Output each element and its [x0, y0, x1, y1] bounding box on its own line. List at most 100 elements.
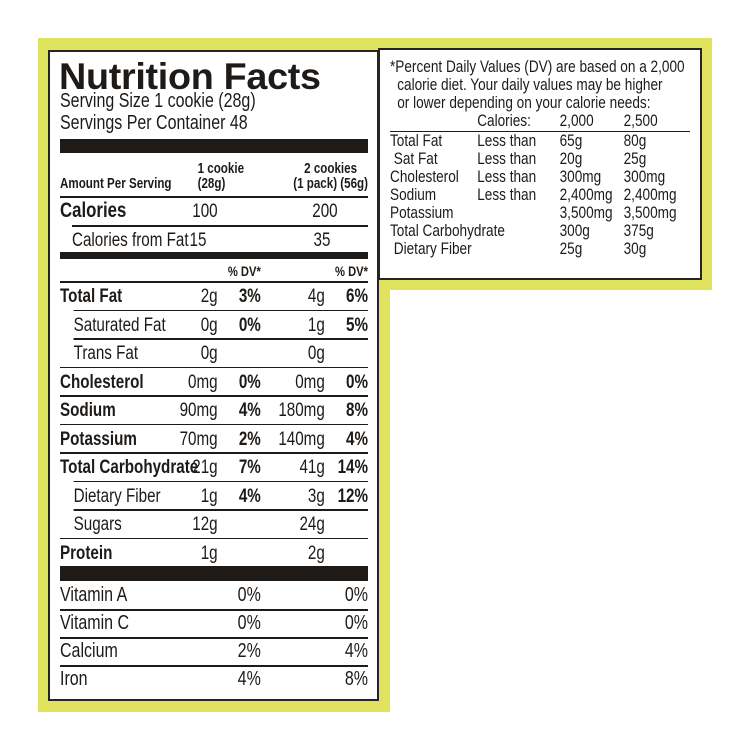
- nutrient-label: Trans Fat: [73, 343, 139, 364]
- nutrient-row: Sugars 12g 24g: [60, 510, 368, 538]
- dv-2500: 2,400mg: [623, 185, 677, 204]
- col2-header: 2 cookies (1 pack) (56g): [293, 162, 368, 192]
- dv-2: 0%: [344, 584, 368, 606]
- amount-2: 0g: [307, 343, 325, 364]
- calories-value-2: 200: [312, 201, 338, 222]
- dv-header-1: % DV*: [227, 263, 261, 279]
- col1-line2: (28g): [197, 176, 226, 192]
- panel-title: Nutrition Facts: [59, 56, 321, 97]
- nutrition-facts-panel: Nutrition Facts Serving Size 1 cookie (2…: [48, 50, 379, 701]
- serving-size: Serving Size 1 cookie (28g): [60, 90, 256, 112]
- footnote-line: or lower depending on your calorie needs…: [397, 93, 651, 112]
- vitamin-label: Vitamin A: [60, 584, 128, 606]
- daily-value-row: Total Carbohydrate 300g 375g: [390, 222, 690, 240]
- divider: [60, 665, 368, 667]
- amount-1: 0g: [200, 343, 218, 364]
- amount-1: 0mg: [188, 371, 218, 393]
- dv-2: 0%: [346, 371, 368, 393]
- dv-2: 4%: [344, 640, 368, 662]
- dv-2: 6%: [346, 286, 368, 307]
- dv-nutrient-label: Total Fat: [390, 131, 443, 150]
- amount-1: 1g: [200, 542, 218, 564]
- daily-value-row: Total Fat Less than 65g 80g: [390, 132, 690, 150]
- nutrient-label: Cholesterol: [60, 371, 144, 393]
- dv-header-2: % DV*: [335, 263, 368, 279]
- nutrient-label: Total Carbohydrate: [60, 457, 199, 478]
- nutrient-row: Total Fat 2g 3% 4g 6%: [60, 282, 368, 310]
- dv-2000: 3,500mg: [559, 203, 613, 222]
- calories-2000: 2,000: [559, 111, 594, 130]
- footnote-line: *Percent Daily Values (DV) are based on …: [390, 57, 685, 76]
- amount-2: 4g: [307, 286, 325, 307]
- dv-2500: 25g: [623, 149, 647, 168]
- calories-label: Calories: [60, 199, 127, 222]
- divider: [60, 637, 368, 639]
- amount-2: 2g: [307, 542, 325, 564]
- divider-bar: [60, 252, 368, 259]
- dv-qualifier: Less than: [477, 167, 537, 186]
- daily-value-row: Potassium 3,500mg 3,500mg: [390, 204, 690, 222]
- vitamin-row: Iron 4% 8%: [60, 665, 368, 693]
- daily-value-row: Cholesterol Less than 300mg 300mg: [390, 168, 690, 186]
- dv-nutrient-label: Dietary Fiber: [390, 239, 472, 258]
- nutrient-label: Dietary Fiber: [73, 485, 161, 507]
- nutrient-row: Total Carbohydrate 21g 7% 41g 14%: [60, 453, 368, 481]
- calories-row: Calories 100 200: [60, 197, 368, 225]
- vitamin-label: Iron: [60, 668, 88, 690]
- dv-1: 4%: [238, 400, 261, 421]
- amount-2: 140mg: [278, 428, 325, 450]
- dv-1: 0%: [237, 584, 261, 606]
- dv-2500: 30g: [623, 239, 647, 258]
- nutrient-label: Protein: [60, 542, 113, 564]
- col1-line1: 1 cookie: [197, 161, 245, 177]
- col2-line2: (1 pack) (56g): [293, 176, 368, 192]
- amount-1: 70mg: [179, 428, 218, 450]
- column-header: Amount Per Serving 1 cookie (28g) 2 cooki…: [60, 160, 368, 196]
- col1-header: 1 cookie (28g): [198, 162, 244, 192]
- nutrient-label: Total Fat: [60, 286, 123, 307]
- dv-2000: 2,400mg: [559, 185, 613, 204]
- footnote-line: calorie diet. Your daily values may be h…: [397, 75, 663, 94]
- dv-nutrient-label: Sat Fat: [390, 149, 438, 168]
- dv-nutrient-label: Total Carbohydrate: [390, 221, 505, 240]
- nutrient-label: Saturated Fat: [73, 314, 166, 336]
- dv-qualifier: Less than: [477, 149, 537, 168]
- dv-1: 4%: [238, 485, 261, 507]
- daily-values-footnote-panel: *Percent Daily Values (DV) are based on …: [378, 48, 702, 280]
- nutrient-row: Sodium 90mg 4% 180mg 8%: [60, 396, 368, 424]
- dv-1: 4%: [237, 668, 261, 690]
- dv-1: 3%: [238, 286, 261, 307]
- amount-2: 41g: [299, 457, 325, 478]
- vitamin-label: Calcium: [60, 640, 118, 662]
- dv-nutrient-label: Potassium: [390, 203, 454, 222]
- divider: [72, 225, 368, 227]
- dv-2500: 375g: [623, 221, 654, 240]
- calories-header-row: Calories: 2,000 2,500: [390, 112, 690, 132]
- dv-2500: 300mg: [623, 167, 666, 186]
- dv-qualifier: Less than: [477, 131, 537, 150]
- dv-1: 7%: [238, 457, 261, 478]
- dv-2500: 80g: [623, 131, 647, 150]
- calories-from-fat-value-1: 15: [189, 230, 207, 251]
- amount-1: 21g: [192, 457, 218, 478]
- divider: [60, 423, 368, 425]
- calories-2500: 2,500: [623, 111, 658, 130]
- divider: [73, 480, 368, 482]
- footnote-text: *Percent Daily Values (DV) are based on …: [390, 58, 690, 112]
- amount-1: 12g: [192, 514, 218, 535]
- amount-2: 180mg: [278, 400, 325, 421]
- amount-2: 0mg: [295, 371, 325, 393]
- vitamin-row: Vitamin A 0% 0%: [60, 581, 368, 609]
- dv-2000: 20g: [559, 149, 583, 168]
- dv-2000: 65g: [559, 131, 583, 150]
- amount-1: 1g: [200, 485, 218, 507]
- calories-from-fat-label: Calories from Fat: [72, 230, 189, 251]
- divider: [60, 395, 368, 397]
- nutrient-label: Sodium: [60, 400, 116, 421]
- dv-2000: 25g: [559, 239, 583, 258]
- servings-per-container: Servings Per Container 48: [60, 112, 248, 134]
- amount-1: 2g: [200, 286, 218, 307]
- dv-2: 0%: [344, 612, 368, 634]
- amount-1: 90mg: [179, 400, 218, 421]
- calories-from-fat-value-2: 35: [313, 230, 331, 251]
